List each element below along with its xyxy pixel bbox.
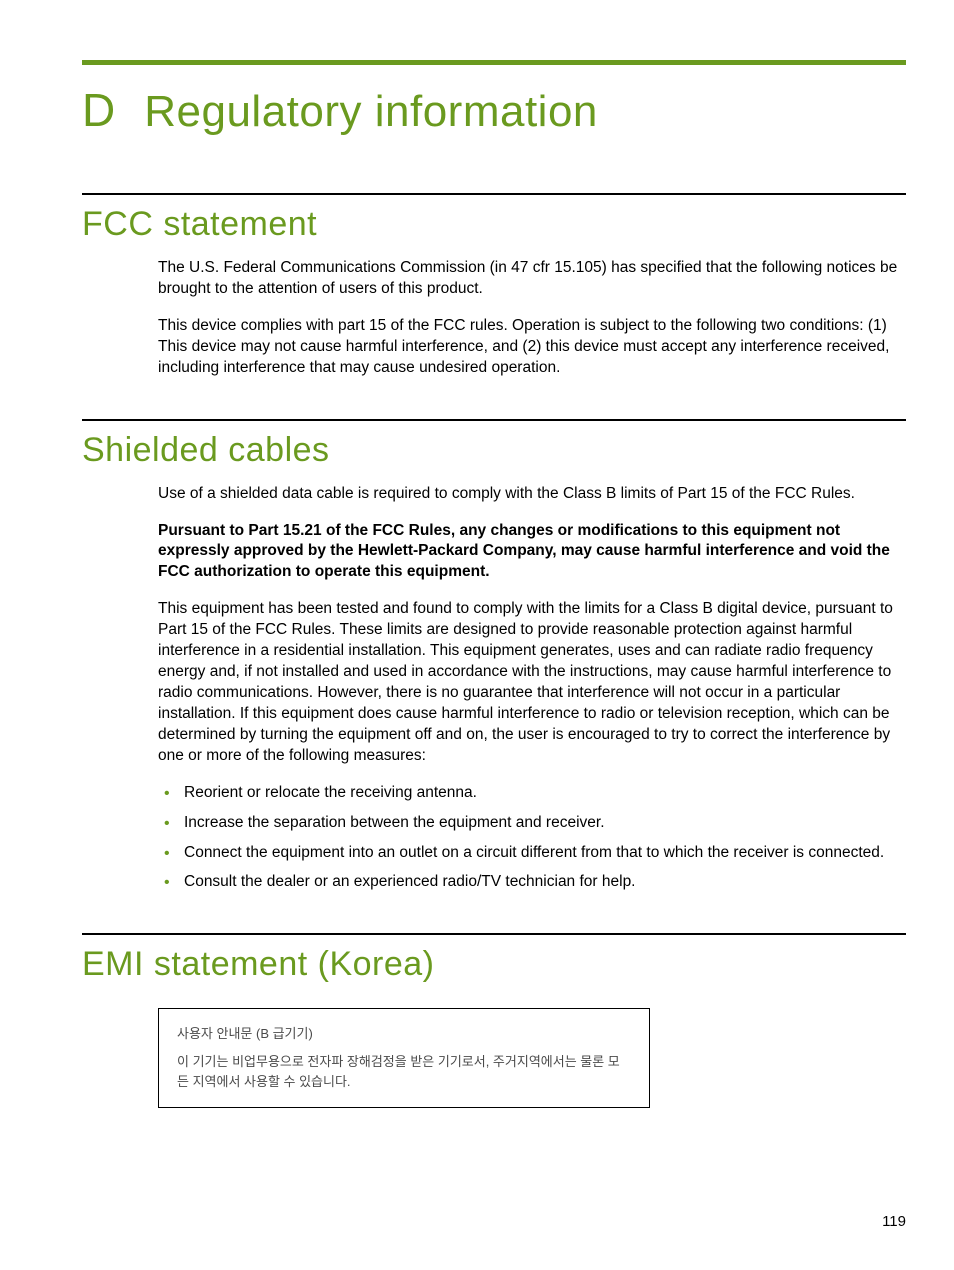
section-rule (82, 933, 906, 935)
section-heading-shielded: Shielded cables (82, 431, 906, 470)
section-rule (82, 419, 906, 421)
top-rule (82, 60, 906, 65)
korea-line-1: 사용자 안내문 (B 급기기) (177, 1023, 631, 1042)
section-heading-emi: EMI statement (Korea) (82, 945, 906, 984)
bullet-item: Increase the separation between the equi… (158, 813, 906, 834)
shielded-bold-para: Pursuant to Part 15.21 of the FCC Rules,… (158, 521, 906, 584)
korea-line-2: 이 기기는 비업무용으로 전자파 장해검정을 받은 기기로서, 주거지역에서는 … (177, 1052, 631, 1091)
page-number: 119 (882, 1213, 906, 1230)
section-shielded: Shielded cables Use of a shielded data c… (82, 419, 906, 894)
section-fcc: FCC statement The U.S. Federal Communica… (82, 193, 906, 379)
fcc-para-1: The U.S. Federal Communications Commissi… (158, 258, 906, 300)
shielded-para-1: Use of a shielded data cable is required… (158, 484, 906, 505)
korea-box: 사용자 안내문 (B 급기기) 이 기기는 비업무용으로 전자파 장해검정을 받… (158, 1008, 650, 1108)
section-heading-fcc: FCC statement (82, 205, 906, 244)
body-text-fcc: The U.S. Federal Communications Commissi… (158, 258, 906, 379)
appendix-heading: D Regulatory information (82, 83, 906, 137)
appendix-letter: D (82, 83, 116, 137)
appendix-title: Regulatory information (144, 87, 598, 137)
section-emi: EMI statement (Korea) 사용자 안내문 (B 급기기) 이 … (82, 933, 906, 1108)
bullet-item: Consult the dealer or an experienced rad… (158, 872, 906, 893)
section-rule (82, 193, 906, 195)
body-text-shielded: Use of a shielded data cable is required… (158, 484, 906, 894)
fcc-para-2: This device complies with part 15 of the… (158, 316, 906, 379)
bullet-item: Reorient or relocate the receiving anten… (158, 783, 906, 804)
shielded-bullets: Reorient or relocate the receiving anten… (158, 783, 906, 894)
shielded-para-2: This equipment has been tested and found… (158, 599, 906, 766)
bullet-item: Connect the equipment into an outlet on … (158, 843, 906, 864)
